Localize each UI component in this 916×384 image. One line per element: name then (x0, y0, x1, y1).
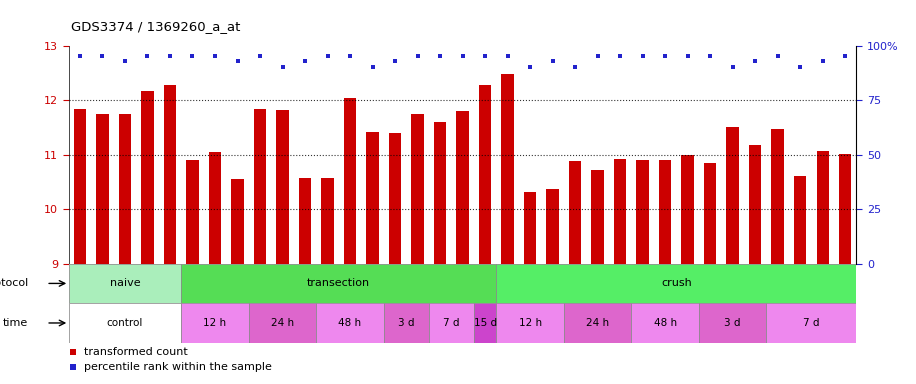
Text: naive: naive (110, 278, 140, 288)
Text: 3 d: 3 d (398, 318, 415, 328)
Bar (209, 152, 221, 264)
Text: percentile rank within the sample: percentile rank within the sample (84, 362, 272, 372)
Bar (69, 264, 181, 303)
Bar (771, 129, 784, 264)
Bar (344, 98, 356, 264)
Text: 15 d: 15 d (474, 318, 496, 328)
Bar (456, 111, 469, 264)
Bar (659, 160, 671, 264)
Bar (496, 264, 856, 303)
Text: 12 h: 12 h (518, 318, 541, 328)
Bar (389, 133, 401, 264)
Bar (631, 303, 699, 343)
Bar (384, 303, 429, 343)
Bar (232, 179, 244, 264)
Bar (474, 303, 496, 343)
Bar (434, 122, 446, 264)
Bar (186, 160, 199, 264)
Text: 24 h: 24 h (271, 318, 294, 328)
Bar (547, 189, 559, 264)
Bar (699, 303, 767, 343)
Bar (96, 114, 109, 264)
Bar (254, 109, 267, 264)
Text: 48 h: 48 h (339, 318, 362, 328)
Bar (479, 85, 491, 264)
Bar (614, 159, 627, 264)
Bar (704, 163, 716, 264)
Text: 12 h: 12 h (203, 318, 226, 328)
Bar (141, 91, 154, 264)
Bar (839, 154, 851, 264)
Bar (794, 175, 806, 264)
Text: 7 d: 7 d (443, 318, 460, 328)
Text: time: time (3, 318, 28, 328)
Bar (816, 151, 829, 264)
Text: transection: transection (307, 278, 370, 288)
Bar (726, 127, 739, 264)
Bar (429, 303, 474, 343)
Bar (69, 303, 181, 343)
Bar (749, 145, 761, 264)
Text: crush: crush (661, 278, 692, 288)
Text: GDS3374 / 1369260_a_at: GDS3374 / 1369260_a_at (71, 20, 241, 33)
Bar (564, 303, 631, 343)
Bar (74, 109, 86, 264)
Bar (637, 160, 649, 264)
Bar (682, 155, 693, 264)
Bar (277, 110, 289, 264)
Text: transformed count: transformed count (84, 347, 188, 357)
Bar (249, 303, 316, 343)
Bar (767, 303, 856, 343)
Text: 7 d: 7 d (803, 318, 820, 328)
Bar (164, 85, 176, 264)
Bar (119, 114, 131, 264)
Bar (569, 161, 582, 264)
Text: 3 d: 3 d (725, 318, 741, 328)
Bar (411, 114, 424, 264)
Bar (316, 303, 384, 343)
Text: 48 h: 48 h (654, 318, 677, 328)
Bar (181, 264, 496, 303)
Text: protocol: protocol (0, 278, 28, 288)
Bar (524, 192, 536, 264)
Bar (592, 170, 604, 264)
Bar (322, 178, 333, 264)
Text: control: control (107, 318, 143, 328)
Bar (181, 303, 249, 343)
Bar (366, 132, 378, 264)
Text: 24 h: 24 h (586, 318, 609, 328)
Bar (496, 303, 564, 343)
Bar (299, 178, 311, 264)
Bar (501, 74, 514, 264)
